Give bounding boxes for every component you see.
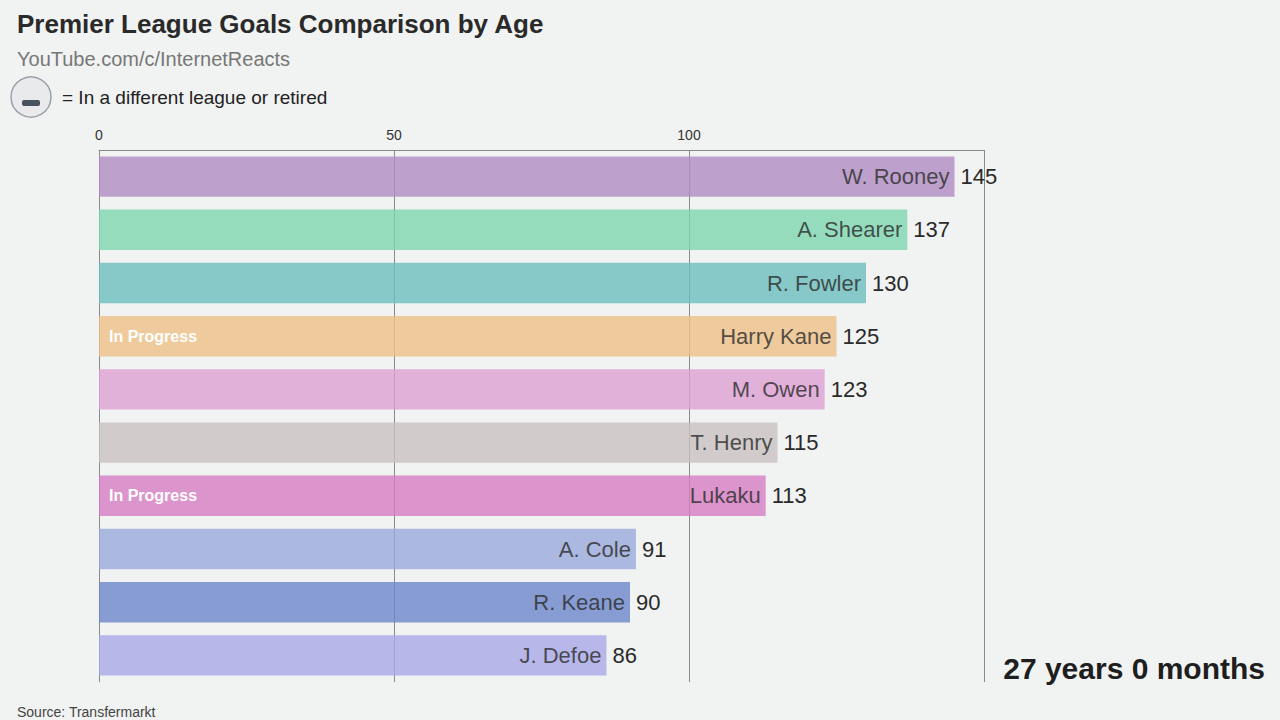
svg-text:In Progress: In Progress <box>109 487 197 504</box>
svg-text:R. Keane: R. Keane <box>533 590 625 615</box>
svg-text:A. Shearer: A. Shearer <box>797 217 902 242</box>
svg-text:86: 86 <box>612 643 636 668</box>
svg-text:27 years 0 months: 27 years 0 months <box>1003 652 1265 685</box>
svg-text:Premier League Goals Compariso: Premier League Goals Comparison by Age <box>17 9 543 39</box>
svg-text:100: 100 <box>677 127 701 143</box>
svg-text:Source: Transfermarkt: Source: Transfermarkt <box>17 704 156 720</box>
svg-text:W. Rooney: W. Rooney <box>842 164 950 189</box>
svg-text:123: 123 <box>831 377 868 402</box>
svg-text:YouTube.com/c/InternetReacts: YouTube.com/c/InternetReacts <box>17 48 290 70</box>
svg-text:90: 90 <box>636 590 660 615</box>
svg-text:Harry Kane: Harry Kane <box>720 324 831 349</box>
svg-text:J. Defoe: J. Defoe <box>519 643 601 668</box>
svg-text:130: 130 <box>872 271 909 296</box>
svg-text:R. Fowler: R. Fowler <box>767 271 861 296</box>
svg-text:T. Henry: T. Henry <box>691 430 773 455</box>
svg-text:91: 91 <box>642 537 666 562</box>
svg-text:145: 145 <box>961 164 998 189</box>
svg-text:In Progress: In Progress <box>109 328 197 345</box>
svg-text:50: 50 <box>386 127 402 143</box>
svg-text:A. Cole: A. Cole <box>559 537 631 562</box>
svg-text:113: 113 <box>772 483 807 508</box>
svg-text:0: 0 <box>95 127 103 143</box>
svg-text:137: 137 <box>913 217 950 242</box>
svg-text:125: 125 <box>843 324 880 349</box>
svg-text:115: 115 <box>784 430 819 455</box>
svg-text:M. Owen: M. Owen <box>732 377 820 402</box>
svg-text:= In a different league or ret: = In a different league or retired <box>62 87 327 108</box>
svg-text:Lukaku: Lukaku <box>690 483 761 508</box>
